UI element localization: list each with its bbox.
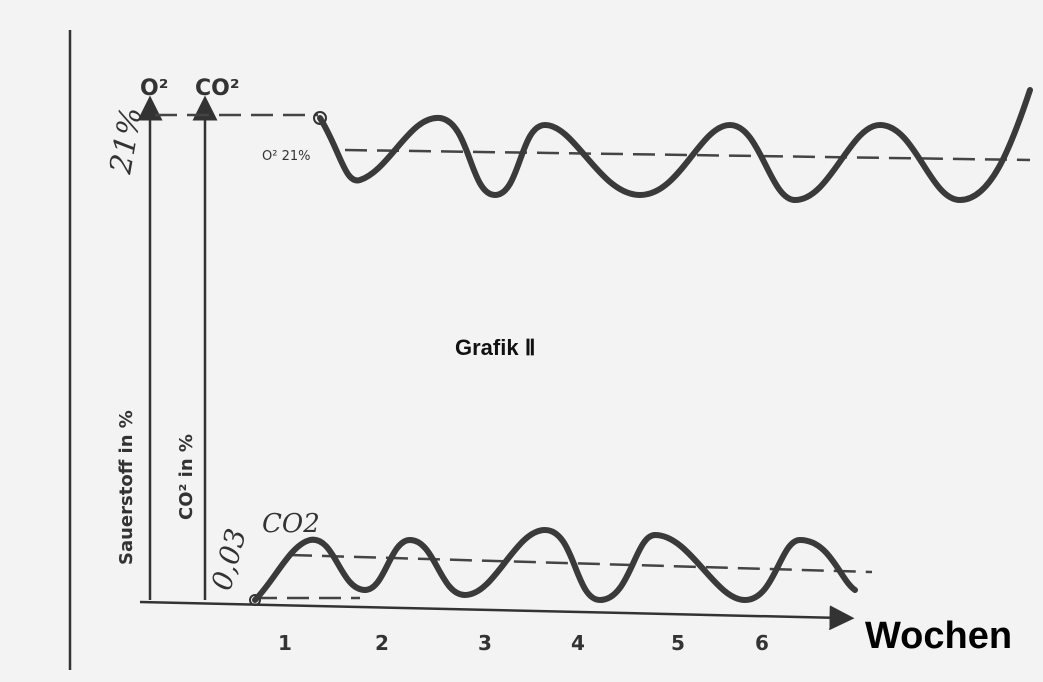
o2-start [313, 111, 327, 125]
o2-axis-title: Sauerstoff in % [116, 410, 137, 565]
x-axis-title: Wochen [865, 615, 1012, 657]
o2-label: O² [140, 76, 168, 101]
x-tick-label: 1 [278, 631, 292, 655]
co2-curve-label: CO2 [262, 509, 320, 539]
x-tick-label: 3 [478, 631, 492, 655]
x-tick-label: 6 [755, 631, 769, 655]
title: Grafik Ⅱ [455, 335, 536, 360]
x-tick-label: 2 [375, 631, 389, 655]
o2-curve [317, 87, 1033, 204]
co2-start [249, 594, 261, 606]
o2-mean-line [344, 148, 1031, 162]
co2-axis-title: CO² in % [176, 434, 197, 520]
o2-mean-label: O² 21% [262, 149, 310, 164]
x-tick-label: 5 [671, 631, 685, 655]
co2-label: CO² [195, 76, 239, 101]
co2-curve [252, 526, 858, 604]
x-tick-label: 4 [571, 631, 585, 655]
